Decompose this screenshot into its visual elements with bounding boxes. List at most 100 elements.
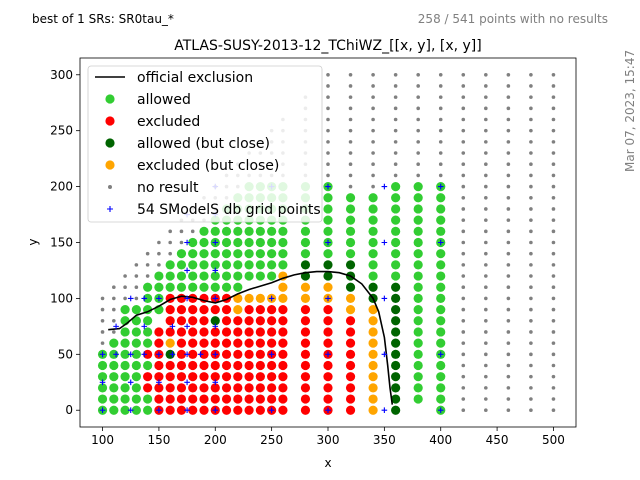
allowed-point [413, 204, 423, 214]
allowed-point [413, 372, 423, 382]
legend-label-grid-point: 54 SModelS db grid points [137, 202, 321, 218]
allowed-point [244, 249, 254, 259]
no-result-point [348, 140, 353, 144]
no-result-point [484, 240, 488, 245]
no-result-point [112, 285, 116, 290]
no-result-point [529, 218, 533, 222]
no-result-point [529, 72, 533, 77]
excluded-point [154, 372, 164, 382]
allowed-close-point [391, 327, 401, 337]
no-result-point [506, 341, 511, 345]
allowed-point [413, 249, 423, 259]
allowed-point [131, 316, 141, 326]
legend-label-allowed-close: allowed (but close) [137, 136, 270, 152]
allowed-point [143, 405, 153, 415]
no-result-point [529, 318, 533, 323]
allowed-point [120, 405, 130, 415]
grid-point-marker [184, 295, 190, 302]
allowed-point [255, 271, 265, 281]
allowed-point [345, 193, 356, 203]
no-result-point [529, 106, 533, 111]
excluded-point [300, 316, 311, 326]
no-result-point [416, 72, 420, 77]
excluded-point [278, 338, 288, 348]
allowed-close-point [323, 260, 333, 270]
allowed-point [345, 215, 356, 225]
no-result-point [506, 117, 511, 122]
no-result-point [529, 363, 533, 368]
grid-point-marker [268, 407, 275, 414]
no-result-point [529, 229, 533, 234]
no-result-point [484, 218, 488, 222]
grid-point-marker [184, 239, 190, 246]
grid-point-marker [437, 183, 444, 190]
no-result-count-note: 258 / 541 points with no results [418, 12, 608, 26]
excluded-point [255, 360, 265, 371]
allowed-point [436, 271, 446, 281]
no-result-point [529, 285, 533, 290]
allowed-point [97, 360, 108, 371]
excluded-point [244, 383, 254, 393]
no-result-point [551, 251, 556, 256]
allowed-point [109, 338, 119, 348]
allowed-point [436, 215, 446, 225]
allowed-close-point [391, 349, 401, 359]
excluded-point [233, 327, 243, 337]
excluded-point [199, 304, 209, 315]
no-result-point [371, 184, 375, 189]
allowed-point [233, 249, 243, 259]
allowed-point [221, 271, 232, 281]
y-tick-label: 300 [50, 68, 73, 82]
no-result-point [461, 318, 466, 323]
excluded-point [165, 372, 175, 382]
excluded-point [221, 372, 232, 382]
excluded-close-point [323, 282, 333, 292]
no-result-point [371, 95, 375, 99]
allowed-point [391, 237, 401, 248]
no-result-point [123, 274, 127, 278]
excluded-point [267, 372, 277, 382]
no-result-point [484, 274, 488, 278]
excluded-point [165, 383, 175, 393]
no-result-point [112, 307, 116, 312]
allowed-point [188, 282, 198, 292]
excluded-point [345, 349, 356, 359]
excluded-point [323, 327, 333, 337]
allowed-point [267, 249, 277, 259]
allowed-point [154, 271, 164, 281]
allowed-close-point [300, 260, 311, 270]
allowed-point [267, 271, 277, 281]
allowed-point [109, 383, 119, 393]
allowed-point [143, 293, 153, 304]
allowed-point [244, 260, 254, 270]
no-result-point [551, 263, 556, 267]
excluded-point [255, 304, 265, 315]
excluded-point [267, 327, 277, 337]
no-result-point [393, 173, 398, 178]
allowed-point [255, 237, 265, 248]
no-result-point [529, 251, 533, 256]
excluded-close-point [233, 304, 243, 315]
no-result-point [506, 285, 511, 290]
no-result-point [506, 263, 511, 267]
allowed-point [413, 327, 423, 337]
no-result-point [506, 195, 511, 200]
allowed-point [199, 237, 209, 248]
allowed-point [221, 282, 232, 292]
no-result-point [393, 117, 398, 122]
excluded-point [255, 327, 265, 337]
no-result-point [506, 72, 511, 77]
legend-marker-allowed-close [105, 138, 115, 148]
excluded-point [221, 383, 232, 393]
allowed-point [97, 394, 108, 404]
no-result-point [461, 341, 466, 345]
no-result-point [484, 162, 488, 167]
no-result-point [484, 263, 488, 267]
no-result-point [529, 296, 533, 301]
excluded-close-point [368, 316, 378, 326]
allowed-close-point [391, 293, 401, 304]
no-result-point [551, 363, 556, 368]
allowed-point [143, 282, 153, 292]
excluded-point [221, 304, 232, 315]
excluded-close-point [165, 338, 175, 348]
